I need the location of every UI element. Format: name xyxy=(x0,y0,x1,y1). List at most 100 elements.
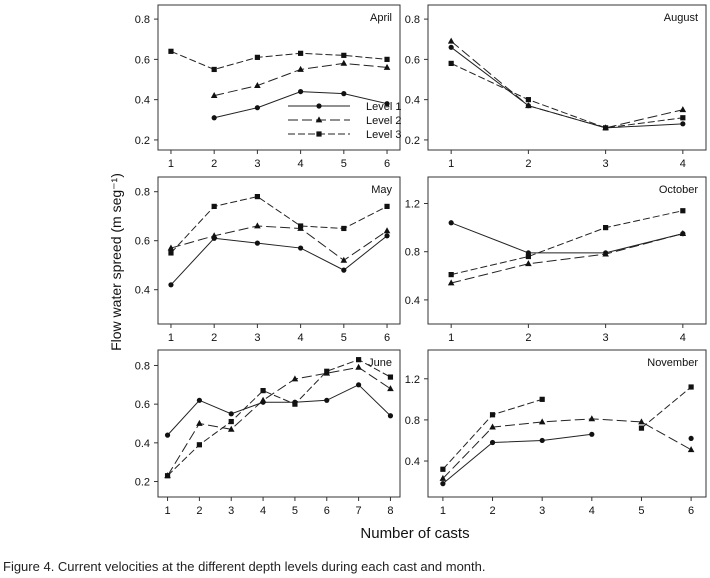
x-tick-label: 4 xyxy=(589,505,595,517)
series-line-level-3 xyxy=(167,359,391,477)
data-point-triangle xyxy=(383,227,391,234)
data-point-square xyxy=(341,225,347,232)
series-line-level-3 xyxy=(442,398,543,470)
data-point-square xyxy=(525,253,531,260)
series-line-level-2 xyxy=(451,233,683,284)
data-point-square xyxy=(168,250,174,256)
data-point-square xyxy=(324,368,330,374)
x-tick-label: 6 xyxy=(384,158,390,170)
series-line-level-1 xyxy=(450,46,683,129)
data-point-square xyxy=(228,418,234,425)
panel-june: 0.2 0.4 0.6 0.8 1 2 3 4 5 6 7 8 June xyxy=(135,349,401,517)
data-point-triangle xyxy=(315,116,323,123)
x-tick-label: 6 xyxy=(688,505,694,517)
x-tick-label: 6 xyxy=(384,332,390,344)
x-tick-label: 7 xyxy=(356,505,362,517)
panel-title: August xyxy=(664,12,698,24)
y-tick-label: 0.8 xyxy=(135,14,150,26)
x-tick-label: 3 xyxy=(228,505,234,517)
data-point-circle xyxy=(196,397,202,403)
x-tick-label: 4 xyxy=(680,332,686,344)
x-tick-label: 5 xyxy=(638,505,644,517)
data-point-square xyxy=(292,401,298,407)
x-tick-label: 2 xyxy=(525,332,531,344)
x-tick-label: 4 xyxy=(260,505,266,517)
series-line-level-1 xyxy=(450,222,683,254)
data-point-circle xyxy=(384,101,390,107)
y-tick-label: 0.6 xyxy=(135,399,150,411)
data-point-square xyxy=(387,374,394,380)
data-point-square xyxy=(680,208,686,214)
data-point-triangle xyxy=(525,260,532,267)
data-point-square xyxy=(384,56,390,62)
x-tick-label: 5 xyxy=(292,505,298,517)
data-point-circle xyxy=(539,437,545,444)
data-point-square xyxy=(489,412,496,418)
y-tick-label: 0.8 xyxy=(135,187,150,199)
y-tick-label: 1.2 xyxy=(405,199,420,211)
data-point-circle xyxy=(168,282,174,288)
series-line-level-1 xyxy=(167,384,391,436)
data-point-circle xyxy=(448,44,454,50)
x-tick-label: 3 xyxy=(254,332,260,344)
y-tick-label: 1.2 xyxy=(405,374,420,386)
data-point-triangle xyxy=(687,446,695,453)
data-point-square xyxy=(539,396,545,402)
data-point-circle xyxy=(341,91,347,97)
data-point-square xyxy=(680,115,686,121)
series-line-level-3 xyxy=(451,210,683,276)
panel-november: 0.4 0.8 1.2 1 2 3 4 5 6 November xyxy=(405,349,707,517)
x-tick-label: 1 xyxy=(168,332,174,344)
figure-caption: Figure 4. Current velocities at the diff… xyxy=(3,559,486,574)
series-line-segment xyxy=(641,386,692,429)
x-tick-label: 8 xyxy=(387,505,393,517)
data-point-square xyxy=(316,131,322,137)
data-point-circle xyxy=(316,103,322,109)
y-tick-label: 0.4 xyxy=(135,438,150,450)
data-point-square xyxy=(603,125,609,131)
x-tick-label: 1 xyxy=(164,505,170,517)
data-point-triangle xyxy=(291,375,299,382)
series-line-level-2 xyxy=(450,40,683,129)
data-point-square xyxy=(196,442,202,448)
x-tick-label: 2 xyxy=(525,158,531,170)
data-point-triangle xyxy=(297,65,304,72)
panel-title: October xyxy=(659,184,698,196)
data-point-triangle xyxy=(602,250,609,257)
y-tick-label: 0.4 xyxy=(135,285,150,297)
data-point-triangle xyxy=(355,363,362,370)
data-point-triangle xyxy=(340,256,348,263)
plot-frame xyxy=(157,349,401,498)
data-point-circle xyxy=(384,233,390,239)
x-tick-label: 5 xyxy=(341,332,347,344)
y-tick-label: 0.8 xyxy=(405,415,420,427)
data-point-triangle xyxy=(387,385,394,392)
x-tick-label: 3 xyxy=(254,158,260,170)
legend-label: Level 1 xyxy=(366,101,401,113)
data-point-circle xyxy=(387,413,394,419)
data-point-circle xyxy=(164,432,171,438)
x-tick-label: 3 xyxy=(603,332,609,344)
x-tick-label: 4 xyxy=(298,158,304,170)
data-point-square xyxy=(440,466,446,472)
legend: Level 1 Level 2 Level 3 xyxy=(288,101,401,141)
x-tick-label: 4 xyxy=(680,158,686,170)
y-tick-label: 0.4 xyxy=(135,95,150,107)
plot-frame xyxy=(427,4,707,151)
panel-title: November xyxy=(647,357,698,369)
data-point-triangle xyxy=(447,279,455,286)
y-tick-label: 0.6 xyxy=(135,236,150,248)
series-line-level-1 xyxy=(214,91,388,119)
panel-title: May xyxy=(371,184,392,196)
data-point-square xyxy=(448,60,454,67)
data-point-triangle xyxy=(227,425,235,432)
x-tick-label: 5 xyxy=(341,158,347,170)
data-point-square xyxy=(168,48,174,54)
data-point-circle xyxy=(680,121,686,127)
x-tick-label: 1 xyxy=(448,332,454,344)
series-line-level-3 xyxy=(170,196,388,254)
series-line-level-2 xyxy=(170,225,388,261)
data-point-circle xyxy=(341,267,347,273)
data-point-square xyxy=(448,271,454,278)
data-point-circle xyxy=(254,105,260,111)
